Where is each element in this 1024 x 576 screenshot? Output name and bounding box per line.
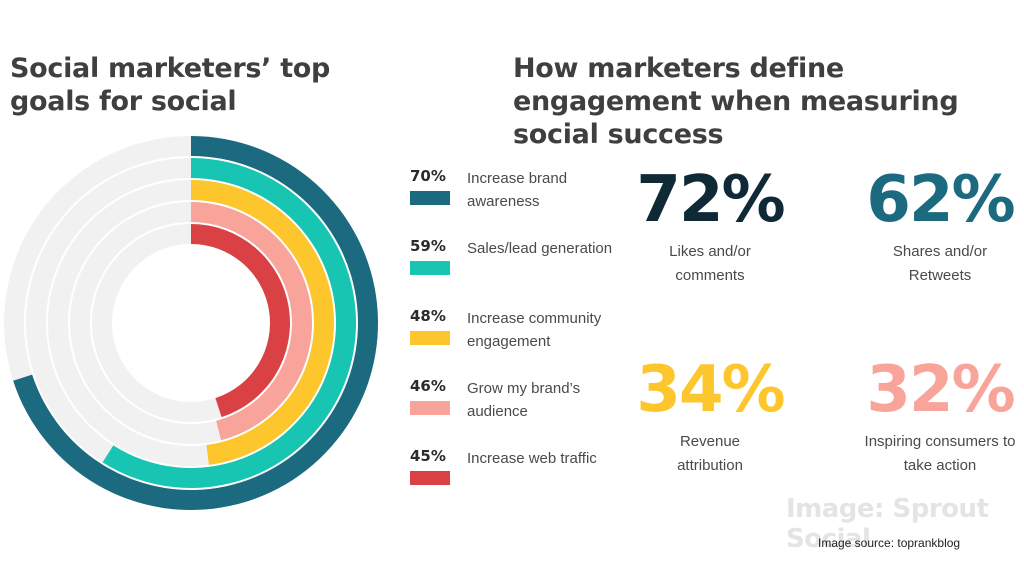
radial-bar: [191, 180, 334, 465]
legend-percent: 59%: [410, 237, 446, 255]
stat-value: 72%: [636, 163, 785, 237]
stat-label: Revenue attribution: [677, 433, 743, 474]
watermark: Image: Sprout Social: [786, 494, 989, 554]
legend-percent: 48%: [410, 307, 446, 325]
radial-bar: [191, 202, 312, 441]
stat-value: 62%: [866, 163, 1015, 237]
stat-revenue-attribution: 34% Revenue attribution: [615, 354, 805, 478]
legend-label: Grow my brand’s audience: [467, 380, 581, 420]
radial-bar-chart: [4, 136, 378, 510]
legend-item: 70% Increase brand awareness: [410, 167, 640, 221]
legend-swatch: [410, 191, 450, 205]
left-chart-title: Social marketers’ top goals for social: [10, 53, 331, 117]
legend-item: 48% Increase community engagement: [410, 307, 640, 361]
stat-label: Likes and/or comments: [669, 243, 751, 284]
stat-likes-comments: 72% Likes and/or comments: [615, 164, 805, 288]
stat-value: 34%: [636, 353, 785, 427]
legend-percent: 70%: [410, 167, 446, 185]
legend-label: Increase community engagement: [467, 310, 602, 350]
radial-bar: [102, 158, 356, 488]
legend-percent: 46%: [410, 377, 446, 395]
legend-item: 59% Sales/lead generation: [410, 237, 640, 291]
legend-label: Increase web traffic: [467, 450, 597, 467]
stat-inspiring-consumers: 32% Inspiring consumers to take action: [845, 354, 1024, 478]
stat-value: 32%: [866, 353, 1015, 427]
stat-label: Shares and/or Retweets: [892, 243, 988, 284]
image-source: Image source: toprankblog: [818, 536, 961, 550]
legend-label: Increase brand awareness: [467, 170, 568, 210]
legend-swatch: [410, 261, 450, 275]
right-chart-title: How marketers define engagement when mea…: [513, 53, 959, 150]
legend-label: Sales/lead generation: [467, 240, 613, 257]
legend-swatch: [410, 331, 450, 345]
legend-item: 45% Increase web traffic: [410, 447, 640, 501]
stat-shares-retweets: 62% Shares and/or Retweets: [845, 164, 1024, 288]
legend-percent: 45%: [410, 447, 446, 465]
legend-swatch: [410, 401, 450, 415]
stat-label: Inspiring consumers to take action: [864, 433, 1016, 474]
legend-swatch: [410, 471, 450, 485]
radial-bar: [191, 224, 290, 418]
legend-item: 46% Grow my brand’s audience: [410, 377, 640, 431]
